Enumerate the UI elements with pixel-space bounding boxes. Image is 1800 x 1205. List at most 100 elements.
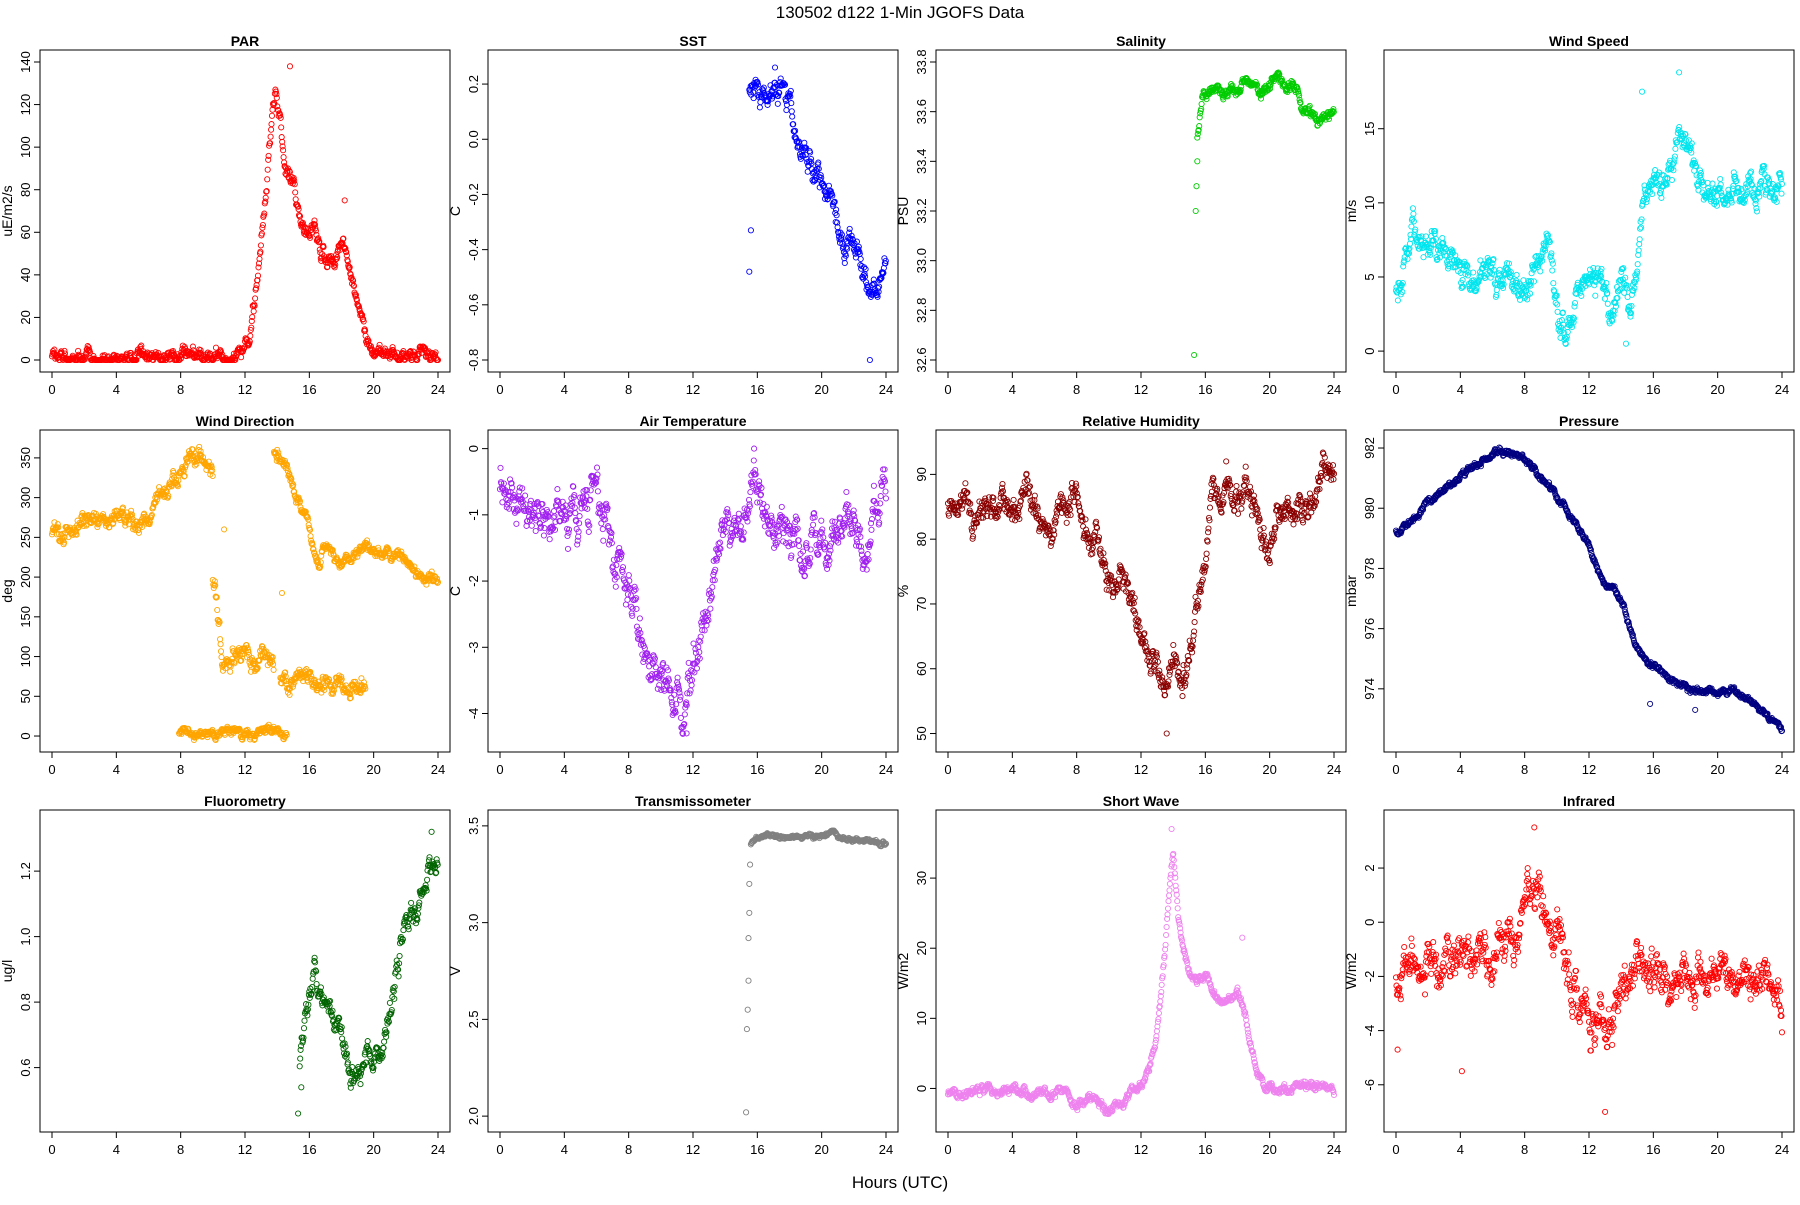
y-tick-label: 140: [18, 51, 33, 73]
data-point: [565, 533, 570, 538]
figure-title: 130502 d122 1-Min JGOFS Data: [776, 3, 1025, 22]
y-tick-label: 150: [18, 606, 33, 628]
plot-frame: [936, 50, 1346, 372]
data-point: [758, 100, 763, 105]
data-point: [844, 489, 849, 494]
x-tick-label: 20: [1710, 382, 1724, 397]
y-tick-label: 33.6: [914, 99, 929, 124]
panel-title: Relative Humidity: [1082, 413, 1200, 429]
data-point: [772, 65, 777, 70]
data-points: [1192, 70, 1337, 358]
data-point: [717, 552, 722, 557]
y-axis-label: uE/m2/s: [0, 185, 15, 236]
x-tick-label: 0: [496, 382, 503, 397]
data-point: [265, 177, 270, 182]
y-tick-label: 100: [18, 646, 33, 668]
y-tick-label: -0.4: [466, 238, 481, 260]
data-point: [1572, 300, 1577, 305]
x-tick-label: 0: [944, 382, 951, 397]
data-point: [851, 508, 856, 513]
data-point: [565, 546, 570, 551]
data-point: [588, 488, 593, 493]
data-point: [258, 243, 263, 248]
y-tick-label: 33.4: [914, 149, 929, 174]
data-point: [533, 528, 538, 533]
x-tick-label: 8: [177, 762, 184, 777]
data-point: [736, 511, 741, 516]
data-point: [281, 155, 286, 160]
y-tick-label: -2: [466, 575, 481, 587]
data-point: [883, 496, 888, 501]
x-tick-label: 8: [1073, 382, 1080, 397]
data-point: [1206, 526, 1211, 531]
y-tick-label: 33.8: [914, 49, 929, 74]
data-point: [1204, 556, 1209, 561]
data-point: [865, 552, 870, 557]
data-point: [738, 524, 743, 529]
data-point: [268, 134, 273, 139]
y-tick-label: 250: [18, 527, 33, 549]
data-point: [555, 487, 560, 492]
data-point: [265, 167, 270, 172]
data-point: [1207, 505, 1212, 510]
data-point: [1779, 191, 1784, 196]
x-tick-label: 16: [1646, 382, 1660, 397]
data-point: [523, 493, 528, 498]
data-point: [1550, 261, 1555, 266]
data-point: [577, 514, 582, 519]
data-point: [748, 490, 753, 495]
x-tick-label: 24: [1775, 382, 1789, 397]
data-point: [710, 585, 715, 590]
x-tick-label: 12: [1134, 762, 1148, 777]
x-tick-label: 16: [302, 382, 316, 397]
data-point: [1011, 497, 1016, 502]
y-tick-label: 33.0: [914, 248, 929, 273]
data-point: [747, 269, 752, 274]
data-point: [251, 309, 256, 314]
data-point: [637, 616, 642, 621]
data-point: [613, 584, 618, 589]
x-tick-label: 20: [1262, 382, 1276, 397]
data-point: [1754, 209, 1759, 214]
y-tick-label: 70: [914, 597, 929, 611]
x-tick-label: 24: [431, 382, 445, 397]
data-point: [1410, 206, 1415, 211]
data-point: [279, 125, 284, 130]
data-point: [1640, 89, 1645, 94]
data-point: [626, 573, 631, 578]
data-point: [697, 650, 702, 655]
data-point: [634, 606, 639, 611]
data-points: [1393, 70, 1784, 347]
data-point: [269, 113, 274, 118]
y-tick-label: 90: [914, 467, 929, 481]
data-point: [1192, 352, 1197, 357]
x-tick-label: 24: [879, 762, 893, 777]
data-point: [228, 669, 233, 674]
x-tick-label: 0: [496, 762, 503, 777]
data-point: [1199, 101, 1204, 106]
x-tick-label: 20: [814, 382, 828, 397]
y-tick-label: 80: [914, 532, 929, 546]
data-point: [1180, 694, 1185, 699]
data-point: [529, 523, 534, 528]
data-point: [269, 127, 274, 132]
x-tick-label: 16: [302, 762, 316, 777]
data-point: [1549, 258, 1554, 263]
data-point: [1440, 235, 1445, 240]
data-point: [595, 489, 600, 494]
x-tick-label: 4: [1009, 382, 1016, 397]
data-points: [497, 446, 888, 736]
data-point: [222, 527, 227, 532]
data-point: [790, 114, 795, 119]
data-point: [1064, 520, 1069, 525]
data-point: [764, 504, 769, 509]
x-tick-label: 16: [1198, 762, 1212, 777]
data-point: [1605, 301, 1610, 306]
